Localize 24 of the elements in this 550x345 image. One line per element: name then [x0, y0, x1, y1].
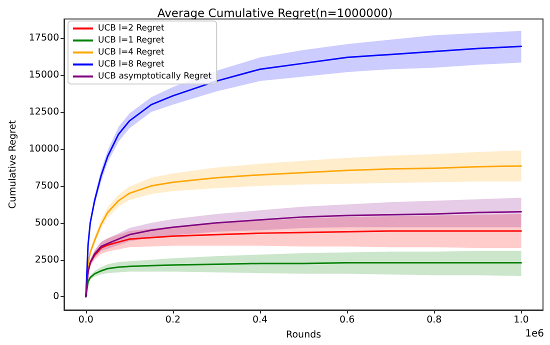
y-tick-label: 15000 [28, 70, 60, 81]
chart-title: Average Cumulative Regret(n=1000000) [157, 6, 393, 20]
y-tick-label: 2500 [34, 254, 60, 266]
legend-label: UCB l=8 Regret [98, 60, 165, 70]
y-tick-label: 5000 [34, 217, 60, 228]
x-tick-label: 0.6 [340, 314, 355, 326]
x-axis-title: Rounds [286, 330, 322, 340]
x-tick-label: 0.2 [165, 314, 181, 326]
legend-label: UCB asymptotically Regret [98, 72, 212, 82]
x-tick-label: 1.0 [514, 314, 529, 326]
legend-label: UCB l=2 Regret [98, 24, 165, 34]
y-tick-label: 10000 [28, 143, 60, 154]
y-tick-label: 17500 [28, 32, 60, 44]
text: 1e6 [525, 328, 544, 340]
x-tick-label: 0.4 [252, 314, 268, 326]
legend-label: UCB l=1 Regret [98, 36, 165, 46]
x-tick-label: 0.0 [78, 314, 94, 326]
y-tick-label: 0 [53, 291, 60, 302]
y-tick-label: 7500 [34, 180, 60, 192]
y-axis-title: Cumulative Regret [8, 120, 18, 209]
y-tick-label: 12500 [28, 106, 60, 118]
x-tick-label: 0.8 [426, 314, 442, 326]
line-series [85, 262, 522, 298]
legend-label: UCB l=4 Regret [98, 48, 165, 58]
